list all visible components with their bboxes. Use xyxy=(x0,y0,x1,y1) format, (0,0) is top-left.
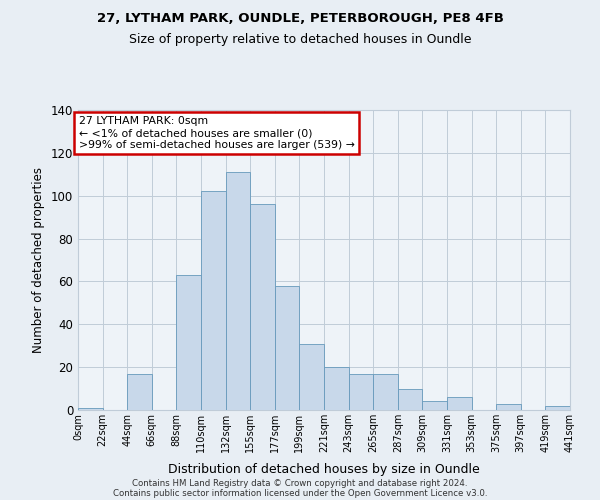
X-axis label: Distribution of detached houses by size in Oundle: Distribution of detached houses by size … xyxy=(168,464,480,476)
Bar xyxy=(176,275,201,410)
Bar xyxy=(201,192,226,410)
Bar xyxy=(324,367,349,410)
Bar xyxy=(127,374,152,410)
Bar xyxy=(422,402,447,410)
Text: Contains HM Land Registry data © Crown copyright and database right 2024.: Contains HM Land Registry data © Crown c… xyxy=(132,478,468,488)
Bar xyxy=(78,408,103,410)
Bar xyxy=(250,204,275,410)
Bar xyxy=(299,344,324,410)
Bar xyxy=(275,286,299,410)
Bar xyxy=(496,404,521,410)
Bar xyxy=(545,406,570,410)
Text: Size of property relative to detached houses in Oundle: Size of property relative to detached ho… xyxy=(129,32,471,46)
Bar xyxy=(349,374,373,410)
Text: 27, LYTHAM PARK, OUNDLE, PETERBOROUGH, PE8 4FB: 27, LYTHAM PARK, OUNDLE, PETERBOROUGH, P… xyxy=(97,12,503,26)
Bar xyxy=(373,374,398,410)
Bar xyxy=(226,172,250,410)
Bar xyxy=(447,397,472,410)
Text: Contains public sector information licensed under the Open Government Licence v3: Contains public sector information licen… xyxy=(113,488,487,498)
Y-axis label: Number of detached properties: Number of detached properties xyxy=(32,167,45,353)
Bar xyxy=(398,388,422,410)
Text: 27 LYTHAM PARK: 0sqm
← <1% of detached houses are smaller (0)
>99% of semi-detac: 27 LYTHAM PARK: 0sqm ← <1% of detached h… xyxy=(79,116,355,150)
